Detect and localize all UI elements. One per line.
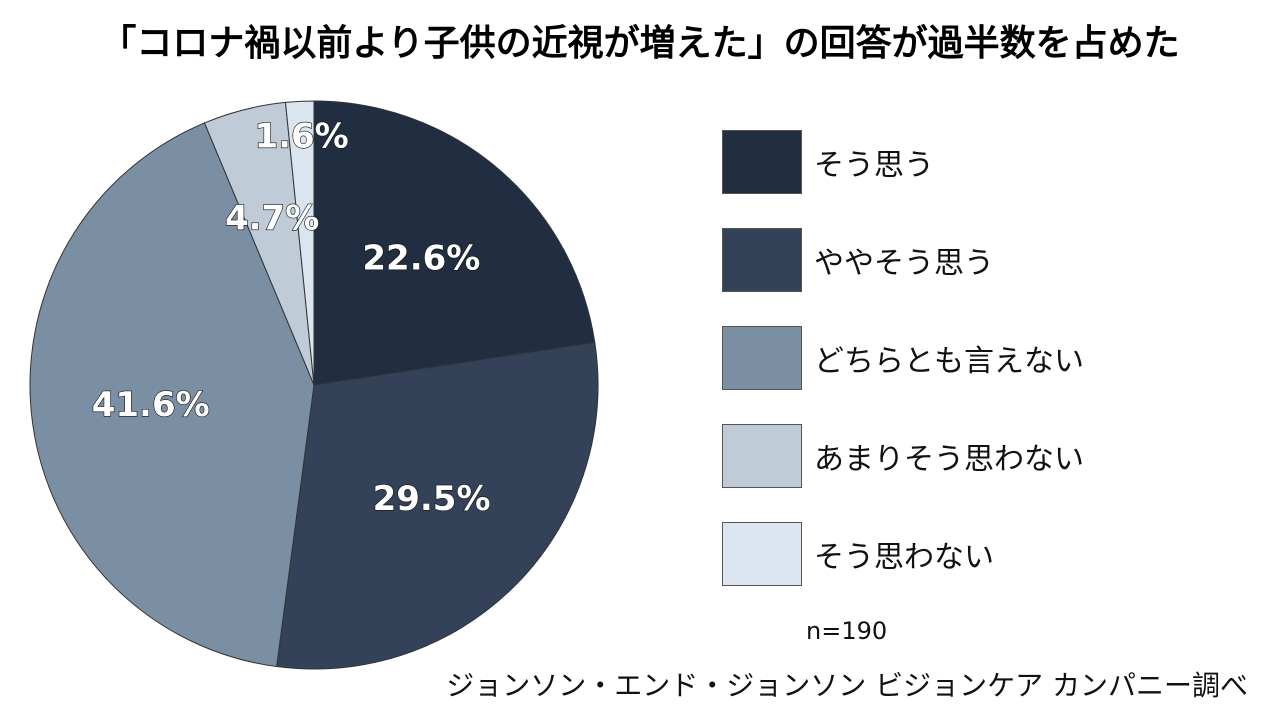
source-note: ジョンソン・エンド・ジョンソン ビジョンケア カンパニー調べ: [446, 669, 1248, 702]
legend-swatch-2: [722, 326, 802, 390]
legend-swatch-4: [722, 522, 802, 586]
pie-slice-labels: 22.6% 29.5% 41.6% 4.7% 1.6%: [91, 116, 491, 519]
legend-swatch-0: [722, 130, 802, 194]
pie-slice-1: [276, 341, 599, 670]
pie-slices: [29, 100, 599, 670]
slice-label-1: 29.5%: [373, 479, 491, 519]
legend-swatch-3: [722, 424, 802, 488]
pie-slice-2: [29, 122, 315, 668]
slice-label-3: 4.7%: [225, 198, 319, 238]
legend-label-4: そう思わない: [814, 540, 994, 575]
legend-label-1: ややそう思う: [814, 246, 994, 281]
pie-slice-4: [284, 100, 315, 386]
legend-swatch-1: [722, 228, 802, 292]
legend-label-0: そう思う: [814, 148, 934, 183]
legend-item-4: そう思わない: [722, 521, 1262, 587]
chart-title: 「コロナ禍以前より子供の近視が増えた」の回答が過半数を占めた: [100, 23, 1180, 64]
slice-label-2: 41.6%: [92, 385, 210, 425]
pie-slice-0: [313, 100, 596, 386]
legend-item-2: どちらとも言えない: [722, 325, 1262, 391]
slice-label-0: 22.6%: [362, 239, 480, 279]
sample-size-note: n=190: [806, 617, 888, 645]
legend-item-3: あまりそう思わない: [722, 423, 1262, 489]
legend-item-0: そう思う: [722, 129, 1262, 195]
legend-item-1: ややそう思う: [722, 227, 1262, 293]
slice-label-4: 1.6%: [254, 117, 348, 157]
legend: そう思う ややそう思う どちらとも言えない あまりそう思わない そう思わない: [722, 129, 1262, 619]
legend-label-2: どちらとも言えない: [814, 344, 1084, 379]
legend-label-3: あまりそう思わない: [814, 442, 1084, 477]
